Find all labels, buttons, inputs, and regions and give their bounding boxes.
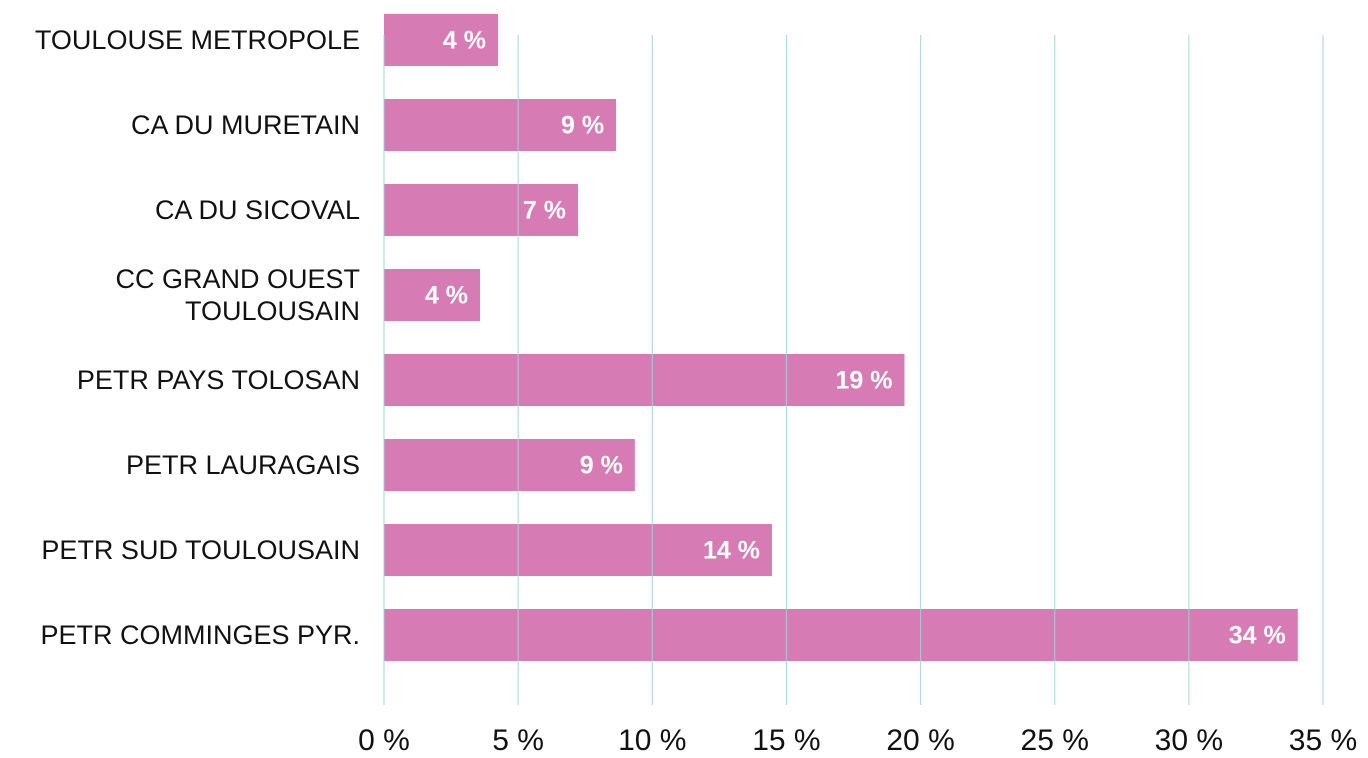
value-label: 4 %: [425, 282, 468, 310]
value-label: 9 %: [580, 452, 623, 480]
bar: [384, 354, 905, 406]
x-tick-label: 35 %: [1289, 724, 1357, 757]
value-label: 9 %: [561, 112, 604, 140]
value-label: 7 %: [523, 197, 566, 225]
bar: [384, 524, 772, 576]
x-tick-label: 20 %: [886, 724, 954, 757]
category-label: CC GRAND OUEST TOULOUSAIN: [115, 264, 360, 326]
category-label: PETR COMMINGES PYR.: [40, 620, 360, 650]
bar: [384, 184, 578, 236]
value-label: 14 %: [703, 537, 760, 565]
x-tick-label: 25 %: [1021, 724, 1089, 757]
category-label: PETR PAYS TOLOSAN: [76, 365, 360, 395]
bar: [384, 269, 481, 321]
x-tick-label: 10 %: [618, 724, 686, 757]
value-label: 4 %: [443, 27, 486, 55]
bar: [384, 439, 635, 491]
value-label: 19 %: [835, 367, 892, 395]
x-tick-label: 5 %: [492, 724, 544, 757]
category-label: CA DU MURETAIN: [130, 110, 360, 140]
x-tick-label: 30 %: [1155, 724, 1223, 757]
bar: [384, 609, 1298, 661]
x-tick-label: 0 %: [358, 724, 410, 757]
bar: [384, 99, 617, 151]
category-label: CA DU SICOVAL: [154, 195, 360, 225]
x-tick-label: 15 %: [752, 724, 820, 757]
category-label: PETR SUD TOULOUSAIN: [41, 535, 360, 565]
category-label: TOULOUSE METROPOLE: [34, 25, 360, 55]
value-label: 34 %: [1229, 622, 1286, 650]
bar: [384, 14, 499, 66]
category-label: PETR LAURAGAIS: [125, 450, 360, 480]
